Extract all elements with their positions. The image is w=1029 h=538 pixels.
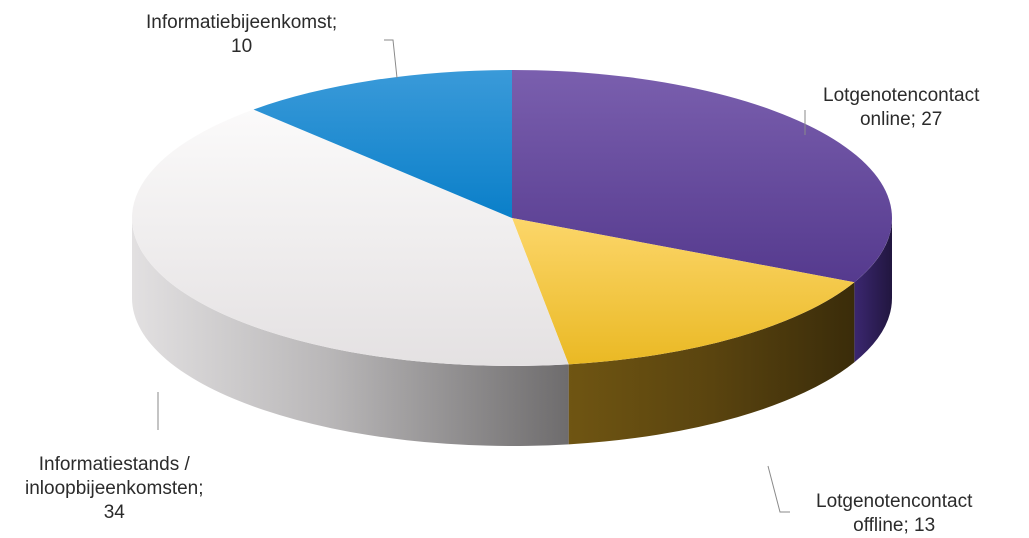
- leader-line: [384, 39, 398, 79]
- label-line: inloopbijeenkomsten;: [25, 478, 204, 499]
- slice-informatiestands-side: [132, 218, 569, 447]
- slice-label-lotgenotencontact-offline: Lotgenotencontact offline; 13: [816, 490, 972, 538]
- slice-label-informatiebijeenkomst: Informatiebijeenkomst; 10: [146, 11, 337, 59]
- slice-lotgenotencontact-online: [512, 70, 892, 283]
- slice-label-lotgenotencontact-online: Lotgenotencontact online; 27: [823, 84, 979, 132]
- label-line: online; 27: [859, 109, 943, 130]
- slice-informatiebijeenkomst: [253, 70, 512, 218]
- label-line: offline; 13: [853, 515, 936, 536]
- label-line: Informatiebijeenkomst;: [146, 12, 338, 33]
- slice-lotgenotencontact-offline: [512, 218, 855, 365]
- label-line: Lotgenotencontact: [823, 85, 980, 106]
- slice-lotgenotencontact-online-side: [854, 218, 892, 363]
- label-line: 10: [231, 36, 253, 57]
- label-line: Informatiestands /: [38, 454, 190, 475]
- slice-lotgenotencontact-offline-side: [568, 282, 855, 445]
- slice-informatiestands: [131, 109, 569, 367]
- slice-label-informatiestands: Informatiestands / inloopbijeenkomsten; …: [25, 453, 204, 525]
- label-line: Lotgenotencontact: [816, 491, 973, 512]
- leader-line: [767, 465, 790, 513]
- label-line: 34: [103, 502, 125, 523]
